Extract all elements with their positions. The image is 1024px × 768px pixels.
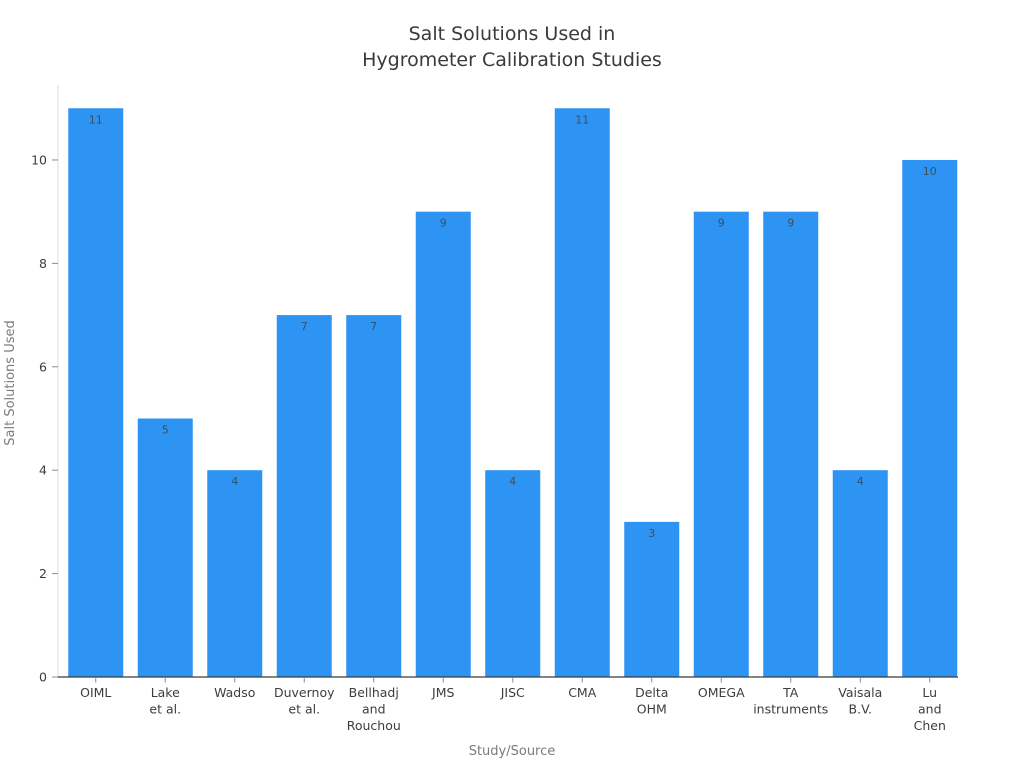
x-tick-label: instruments bbox=[753, 702, 828, 717]
bar-9 bbox=[693, 211, 749, 677]
y-tick-label: 8 bbox=[39, 256, 47, 271]
y-tick-label: 2 bbox=[39, 566, 47, 581]
y-axis-ticks: 0 2 4 6 8 10 bbox=[31, 152, 58, 685]
x-tick-label: JMS bbox=[431, 685, 454, 700]
x-tick-label: et al. bbox=[149, 702, 181, 717]
bar-value-label: 3 bbox=[648, 527, 655, 540]
chart-title-line-1: Salt Solutions Used in bbox=[409, 23, 616, 45]
bar-0 bbox=[68, 108, 124, 678]
x-tick-label: CMA bbox=[568, 685, 597, 700]
bar-10 bbox=[763, 211, 819, 677]
bar-value-label: 7 bbox=[370, 320, 377, 333]
bar-3 bbox=[276, 315, 332, 677]
bar-value-label: 4 bbox=[857, 475, 864, 488]
bar-value-label: 9 bbox=[718, 217, 725, 230]
x-tick-label: Delta bbox=[635, 685, 668, 700]
bar-5 bbox=[415, 211, 471, 677]
x-axis-ticks: OIML Lake et al. Wadso Duvernoy et al. Bellhad… bbox=[80, 678, 946, 733]
x-tick-label: JISC bbox=[500, 685, 525, 700]
bar-value-label: 11 bbox=[575, 113, 589, 126]
x-tick-label: et al. bbox=[288, 702, 320, 717]
y-tick-label: 10 bbox=[31, 152, 47, 167]
x-tick-label: and bbox=[362, 702, 386, 717]
bar-value-label: 4 bbox=[231, 475, 238, 488]
x-tick-label: Vaisala bbox=[838, 685, 882, 700]
bar-7 bbox=[554, 108, 610, 678]
bar-value-label: 10 bbox=[923, 165, 937, 178]
bar-12 bbox=[902, 159, 958, 678]
x-tick-label: Lu bbox=[922, 685, 937, 700]
bar-value-label: 11 bbox=[89, 113, 103, 126]
x-tick-label: and bbox=[918, 702, 942, 717]
bar-value-labels: 11 5 4 7 7 9 4 11 3 9 9 4 10 bbox=[89, 113, 937, 540]
x-tick-label: OMEGA bbox=[698, 685, 745, 700]
bar-value-label: 9 bbox=[440, 217, 447, 230]
bar-value-label: 7 bbox=[301, 320, 308, 333]
y-tick-label: 0 bbox=[39, 670, 47, 685]
x-axis-title: Study/Source bbox=[469, 744, 556, 759]
bar-4 bbox=[346, 315, 402, 677]
x-tick-label: B.V. bbox=[849, 702, 872, 717]
bars-group bbox=[68, 108, 958, 678]
bar-1 bbox=[137, 418, 193, 677]
x-tick-label: OHM bbox=[637, 702, 667, 717]
x-tick-label: Rouchou bbox=[347, 718, 401, 733]
bar-2 bbox=[207, 470, 263, 677]
x-tick-label: Lake bbox=[151, 685, 180, 700]
bar-6 bbox=[485, 470, 541, 677]
y-tick-label: 4 bbox=[39, 463, 47, 478]
x-tick-label: Chen bbox=[914, 718, 946, 733]
bar-8 bbox=[624, 521, 680, 677]
bar-value-label: 5 bbox=[162, 423, 169, 436]
bar-value-label: 4 bbox=[509, 475, 516, 488]
x-tick-label: Bellhadj bbox=[349, 685, 399, 700]
bar-value-label: 9 bbox=[787, 217, 794, 230]
x-tick-label: Wadso bbox=[214, 685, 255, 700]
chart-title-line-2: Hygrometer Calibration Studies bbox=[362, 49, 662, 71]
x-tick-label: TA bbox=[782, 685, 799, 700]
y-axis-title: Salt Solutions Used bbox=[3, 320, 18, 445]
x-tick-label: Duvernoy bbox=[274, 685, 335, 700]
bar-11 bbox=[832, 470, 888, 677]
y-tick-label: 6 bbox=[39, 359, 47, 374]
x-tick-label: OIML bbox=[80, 685, 111, 700]
